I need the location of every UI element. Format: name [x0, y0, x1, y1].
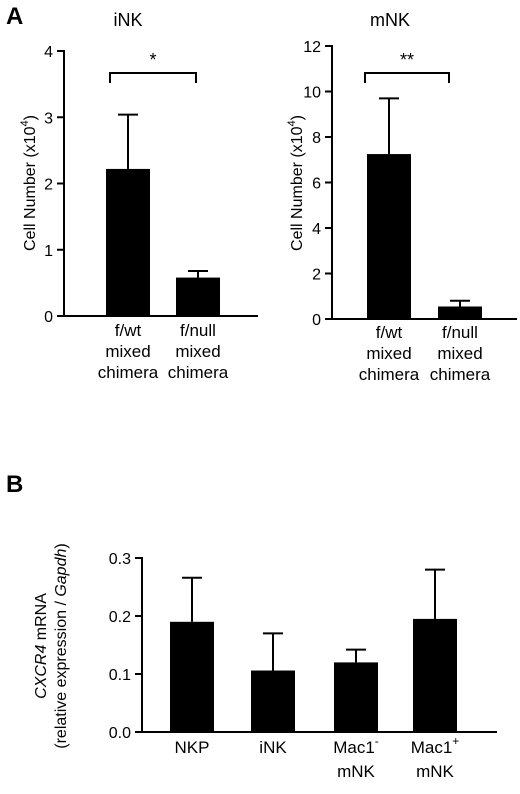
x-category-label: mixed	[105, 342, 150, 361]
y-tick-label: 6	[312, 176, 321, 193]
x-category-label: f/null	[442, 323, 478, 342]
x-category-label-text: iNK	[259, 738, 287, 757]
x-category-label-text: mixed	[105, 342, 150, 361]
y-tick-label: 2	[44, 177, 53, 194]
y-tick-label: 4	[312, 221, 321, 238]
y-tick-label: 0.0	[109, 725, 131, 742]
panel-letter-a: A	[6, 3, 23, 30]
y-tick-label: 0.1	[109, 667, 131, 684]
y-tick-label: 0.2	[109, 609, 131, 626]
y-axis-label-base: Cell Number (x10	[289, 126, 306, 251]
y-tick-label: 1	[44, 243, 53, 260]
panel-letter-b: B	[6, 471, 23, 498]
x-category-superscript: +	[452, 734, 459, 748]
y-axis-label-line2-gene: Gapdh	[53, 549, 70, 597]
y-axis-label-end: )	[22, 115, 39, 120]
y-tick-label: 12	[303, 39, 321, 56]
significance-bracket	[364, 72, 450, 83]
y-tick-label: 4	[44, 44, 53, 61]
y-axis-label-sup: 4	[19, 120, 31, 126]
bar	[413, 618, 457, 732]
x-category-superscript: -	[375, 734, 379, 748]
bar	[334, 662, 378, 732]
x-category-label: Mac1-	[333, 734, 379, 757]
x-category-label: NKP	[175, 738, 210, 757]
x-category-label: chimera	[98, 363, 159, 382]
x-category-label-text: chimera	[359, 365, 420, 384]
y-tick-label: 8	[312, 130, 321, 147]
y-tick-label: 3	[44, 110, 53, 127]
x-category-label: f/wt	[376, 323, 403, 342]
chart-title: mNK	[370, 10, 410, 30]
x-category-label-text: f/wt	[115, 321, 142, 340]
y-axis-label: Cell Number (x104)	[286, 115, 306, 251]
y-tick-label: 0	[312, 312, 321, 329]
bar	[170, 621, 214, 732]
y-tick-label: 0	[44, 309, 53, 326]
y-axis-label-line2: (relative expression / Gapdh)	[53, 543, 70, 748]
y-axis-label-gene: CXCR4	[33, 645, 50, 699]
x-category-label-text: mixed	[437, 344, 482, 363]
x-category-label: mNK	[416, 762, 454, 781]
x-category-label-text: f/null	[180, 321, 216, 340]
x-category-label: mixed	[366, 344, 411, 363]
bar	[106, 168, 150, 316]
x-category-label: Mac1+	[411, 734, 460, 757]
significance-marker: **	[400, 50, 414, 70]
x-category-label: mNK	[337, 762, 375, 781]
y-axis-label-line2-end: )	[53, 543, 70, 548]
chart-mnk: mNK024681012f/wtmixedchimeraf/nullmixedc…	[286, 10, 517, 384]
x-category-label-text: NKP	[175, 738, 210, 757]
bar	[367, 154, 411, 319]
x-category-label: chimera	[168, 363, 229, 382]
x-category-label-text: mixed	[175, 342, 220, 361]
y-axis-label: Cell Number (x104)	[19, 115, 39, 251]
x-category-label-text: Mac1	[411, 738, 453, 757]
chart-title: iNK	[113, 10, 142, 30]
y-axis-label-line1: CXCR4 mRNA	[33, 593, 50, 699]
x-category-label-text: mNK	[416, 762, 454, 781]
y-tick-label: 0.3	[109, 551, 131, 568]
chart-ink: iNK 0 1 2 3 4 f/wt mixed chimera f/null mixed chime…	[19, 10, 258, 382]
y-axis-label-line2-start: (relative expression /	[53, 597, 70, 749]
x-category-label-text: mixed	[366, 344, 411, 363]
y-axis-label-sup: 4	[286, 120, 298, 126]
significance-bracket	[109, 72, 197, 83]
significance-marker: *	[149, 50, 156, 70]
bar	[176, 277, 220, 316]
x-category-label: iNK	[259, 738, 287, 757]
y-tick-label: 2	[312, 267, 321, 284]
x-category-label-text: f/wt	[376, 323, 403, 342]
bar	[438, 306, 482, 319]
y-tick-label: 10	[303, 85, 321, 102]
x-category-label-text: f/null	[442, 323, 478, 342]
x-category-label: chimera	[430, 365, 491, 384]
x-category-label: f/null	[180, 321, 216, 340]
x-category-label: chimera	[359, 365, 420, 384]
x-category-label-text: mNK	[337, 762, 375, 781]
bar	[251, 670, 295, 732]
x-category-label: f/wt	[115, 321, 142, 340]
x-category-label-text: Mac1	[333, 738, 375, 757]
x-category-label: mixed	[437, 344, 482, 363]
x-category-label-text: chimera	[168, 363, 229, 382]
x-category-label: mixed	[175, 342, 220, 361]
y-axis-label-base: Cell Number (x10	[22, 126, 39, 251]
x-category-label-text: chimera	[430, 365, 491, 384]
y-axis-label-rest: mRNA	[33, 593, 50, 645]
x-category-label-text: chimera	[98, 363, 159, 382]
y-axis-label-end: )	[289, 115, 306, 120]
